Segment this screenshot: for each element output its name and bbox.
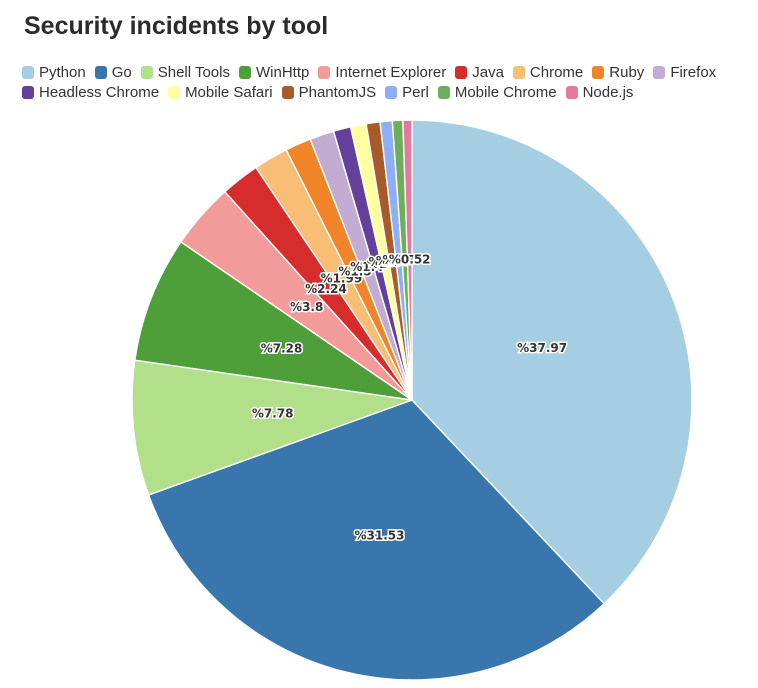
legend-swatch [455, 65, 468, 79]
legend-item-perl[interactable]: Perl [385, 84, 429, 101]
pie-slice-shell-tools[interactable] [131, 359, 413, 496]
legend-label: Mobile Safari [185, 83, 273, 101]
legend-item-shell-tools[interactable]: Shell Tools [140, 63, 230, 81]
legend-item-python[interactable]: Python [22, 64, 86, 81]
pie-slice-winhttp[interactable] [134, 240, 413, 401]
legend-item-winhttp[interactable]: WinHttp [239, 64, 309, 81]
slice-value-label: %37.97 [517, 341, 567, 355]
legend-swatch [281, 85, 294, 99]
legend-label: Internet Explorer [335, 63, 447, 81]
slice-value-label: %0.9 [369, 255, 402, 269]
slice-value-label: %1.5 [338, 265, 371, 279]
legend-label: Python [39, 63, 86, 81]
legend-item-mobile-chrome[interactable]: Mobile Chrome [437, 83, 557, 101]
pie-slice-python[interactable] [411, 119, 693, 605]
slice-value-label: %0.8 [376, 254, 409, 268]
slice-value-label: %1 [367, 257, 387, 271]
slice-labels: %37.97 %31.53 %7.78 %7.28 %3.8 %2.24%1.99%1.5… [250, 251, 568, 544]
legend-label: Mobile Chrome [454, 83, 557, 101]
legend: Python Go Shell Tools WinHttp Internet Explo… [22, 62, 752, 102]
slice-value-label: %1.4 [350, 260, 383, 274]
slice-value-label: %1.99 [321, 272, 363, 286]
legend-label: Node.js [582, 83, 634, 101]
legend-item-internet-explorer[interactable]: Internet Explorer [318, 64, 446, 81]
legend-row: Headless Chrome Mobile Safari PhantomJS Per… [22, 82, 752, 102]
slice-value-label: %7.78 [252, 407, 294, 421]
legend-item-firefox[interactable]: Firefox [653, 64, 716, 81]
legend-swatch [94, 65, 107, 79]
legend-swatch [437, 85, 450, 99]
legend-swatch [22, 65, 34, 79]
slice-value-label: %0.6 [388, 253, 421, 267]
legend-swatch [22, 85, 34, 99]
legend-label: Firefox [670, 63, 717, 81]
legend-item-mobile-safari[interactable]: Mobile Safari [168, 84, 273, 101]
legend-swatch [385, 85, 398, 99]
slice-value-label: %31.53 [354, 529, 404, 543]
legend-swatch [565, 85, 578, 99]
legend-label: Perl [402, 83, 429, 101]
legend-swatch [592, 65, 605, 79]
legend-item-java[interactable]: Java [455, 64, 504, 81]
slice-value-label: %3.8 [290, 300, 323, 314]
legend-item-node-js[interactable]: Node.js [565, 83, 634, 101]
pie-slice-go[interactable] [147, 399, 606, 681]
legend-swatch [168, 85, 181, 99]
legend-item-headless-chrome[interactable]: Headless Chrome [22, 84, 159, 101]
legend-item-chrome[interactable]: Chrome [512, 63, 584, 81]
legend-label: Go [111, 63, 132, 81]
slice-value-label: %7.28 [261, 342, 303, 356]
legend-item-phantomjs[interactable]: PhantomJS [281, 83, 377, 101]
legend-label: WinHttp [256, 63, 310, 81]
slice-value-label: %2.24 [305, 282, 347, 296]
legend-swatch [318, 65, 331, 79]
legend-swatch [653, 65, 666, 79]
chart-title: Security incidents by tool [24, 12, 329, 40]
legend-item-ruby[interactable]: Ruby [592, 64, 644, 81]
legend-row: Python Go Shell Tools WinHttp Internet Explo… [22, 62, 752, 82]
slice-value-label: %0.7 [382, 253, 415, 267]
legend-label: PhantomJS [298, 83, 377, 101]
legend-swatch [140, 65, 153, 79]
pie-slice-node-js[interactable] [402, 119, 413, 401]
legend-label: Ruby [609, 63, 645, 81]
legend-item-go[interactable]: Go [94, 63, 132, 81]
legend-label: Chrome [529, 63, 584, 81]
legend-label: Java [472, 63, 504, 81]
slice-value-label: %0.52 [389, 253, 431, 267]
legend-label: Shell Tools [157, 63, 230, 81]
legend-swatch [239, 65, 251, 79]
legend-label: Headless Chrome [39, 83, 160, 101]
legend-swatch [512, 65, 525, 79]
pie-slices [131, 119, 693, 681]
